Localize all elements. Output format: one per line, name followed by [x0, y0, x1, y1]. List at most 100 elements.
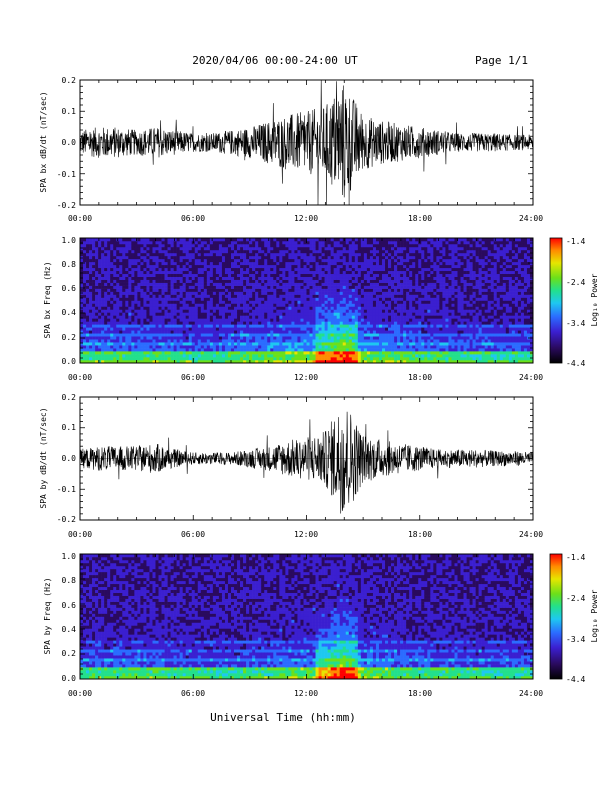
spectrogram-cell: [345, 255, 350, 260]
spectrogram-cell: [366, 351, 371, 355]
spectrogram-cell: [306, 333, 310, 337]
spectrogram-cell: [375, 294, 380, 298]
spectrogram-cell: [421, 306, 425, 310]
spectrogram-cell: [215, 306, 220, 310]
xtick-label: 00:00: [68, 214, 92, 223]
spectrogram-cell: [231, 351, 235, 355]
spectrogram-cell: [360, 360, 365, 364]
spectrogram-cell: [270, 342, 274, 346]
spectrogram-cell: [357, 357, 362, 361]
spectrogram-cell: [224, 354, 229, 358]
spectrogram-cell: [406, 354, 410, 358]
spectrogram-cell: [161, 246, 165, 251]
spectrogram-cell: [267, 264, 271, 269]
ytick-label: -0.1: [57, 170, 76, 179]
spectrogram-cell: [297, 348, 301, 352]
spectrogram-cell: [372, 243, 377, 248]
spectrogram-cell: [391, 318, 395, 322]
spectrogram-cell: [300, 279, 304, 283]
spectrogram-cell: [285, 285, 289, 289]
spectrogram-cell: [252, 258, 256, 263]
spectrogram-cell: [351, 315, 356, 319]
spectrogram-cell: [282, 252, 286, 257]
spectrogram-cell: [161, 333, 165, 337]
spectrogram-cell: [80, 303, 84, 307]
spectrogram-cell: [273, 342, 277, 346]
spectrogram-cell: [342, 324, 347, 328]
spectrogram-cell: [288, 324, 292, 328]
spectrogram-cell: [83, 267, 87, 272]
spectrogram-cell: [179, 238, 183, 242]
spectrogram-cell: [409, 264, 413, 269]
spectrogram-cell: [327, 273, 331, 277]
spectrogram-cell: [152, 330, 156, 334]
spectrogram-cell: [170, 306, 174, 310]
spectrogram-cell: [110, 267, 114, 272]
spectrogram-cell: [357, 360, 362, 364]
spectrogram-cell: [369, 285, 374, 289]
spectrogram-cell: [119, 315, 123, 319]
spectrogram-cell: [300, 264, 304, 269]
spectrogram-cell: [188, 276, 193, 280]
spectrogram-cell: [351, 267, 356, 272]
spectrogram-cell: [427, 243, 431, 248]
spectrogram-cell: [321, 264, 325, 269]
spectrogram-cell: [98, 270, 102, 275]
spectrogram-cell: [224, 330, 229, 334]
spectrogram-cell: [134, 243, 138, 248]
spectrogram-cell: [375, 342, 380, 346]
spectrogram-cell: [388, 270, 392, 275]
spectrogram-cell: [378, 345, 383, 349]
spectrogram-cell: [170, 348, 174, 352]
spectrogram-cell: [252, 288, 256, 292]
spectrogram-cell: [285, 273, 289, 277]
spectrogram-cell: [125, 276, 129, 280]
spectrogram-cell: [288, 279, 292, 283]
spectrogram-cell: [104, 267, 108, 272]
spectrogram-cell: [125, 324, 129, 328]
spectrogram-cell: [206, 315, 211, 319]
spectrogram-cell: [339, 315, 344, 319]
spectrogram-cell: [418, 270, 422, 275]
spectrogram-cell: [258, 291, 262, 295]
spectrogram-cell: [234, 312, 238, 316]
spectrogram-cell: [327, 342, 331, 346]
spectrogram-cell: [227, 357, 232, 361]
ytick-label: 0.0: [62, 138, 77, 147]
spectrogram-cell: [191, 318, 196, 322]
spectrogram-cell: [372, 261, 377, 266]
spectrogram-cell: [170, 342, 174, 346]
spectrogram-cell: [309, 291, 313, 295]
spectrogram-cell: [279, 321, 283, 325]
spectrogram-cell: [200, 264, 205, 269]
spectrogram-cell: [107, 249, 111, 254]
spectrogram-cell: [345, 333, 350, 337]
spectrogram-cell: [415, 303, 419, 307]
spectrogram-cell: [209, 255, 214, 260]
spectrogram-cell: [424, 321, 428, 325]
spectrogram-cell: [212, 261, 217, 266]
spectrogram-cell: [297, 246, 301, 251]
spectrogram-cell: [89, 288, 93, 292]
spectrogram-cell: [327, 348, 331, 352]
spectrogram-cell: [170, 240, 174, 245]
spectrogram-cell: [224, 258, 229, 263]
spectrogram-cell: [288, 238, 292, 242]
spectrogram-cell: [339, 330, 344, 334]
spectrogram-cell: [122, 252, 126, 257]
spectrogram-cell: [104, 261, 108, 266]
spectrogram-cell: [161, 315, 165, 319]
spectrogram-cell: [279, 309, 283, 313]
spectrogram-cell: [113, 258, 117, 263]
spectrogram-cell: [312, 306, 316, 310]
spectrogram-cell: [197, 324, 202, 328]
spectrogram-cell: [391, 348, 395, 352]
spectrogram-cell: [252, 354, 256, 358]
spectrogram-cell: [227, 354, 232, 358]
spectrogram-cell: [372, 324, 377, 328]
spectrogram-cell: [330, 327, 334, 331]
spectrogram-cell: [194, 240, 199, 245]
spectrogram-cell: [424, 300, 428, 304]
spectrogram-cell: [333, 306, 337, 310]
spectrogram-cell: [348, 264, 353, 269]
